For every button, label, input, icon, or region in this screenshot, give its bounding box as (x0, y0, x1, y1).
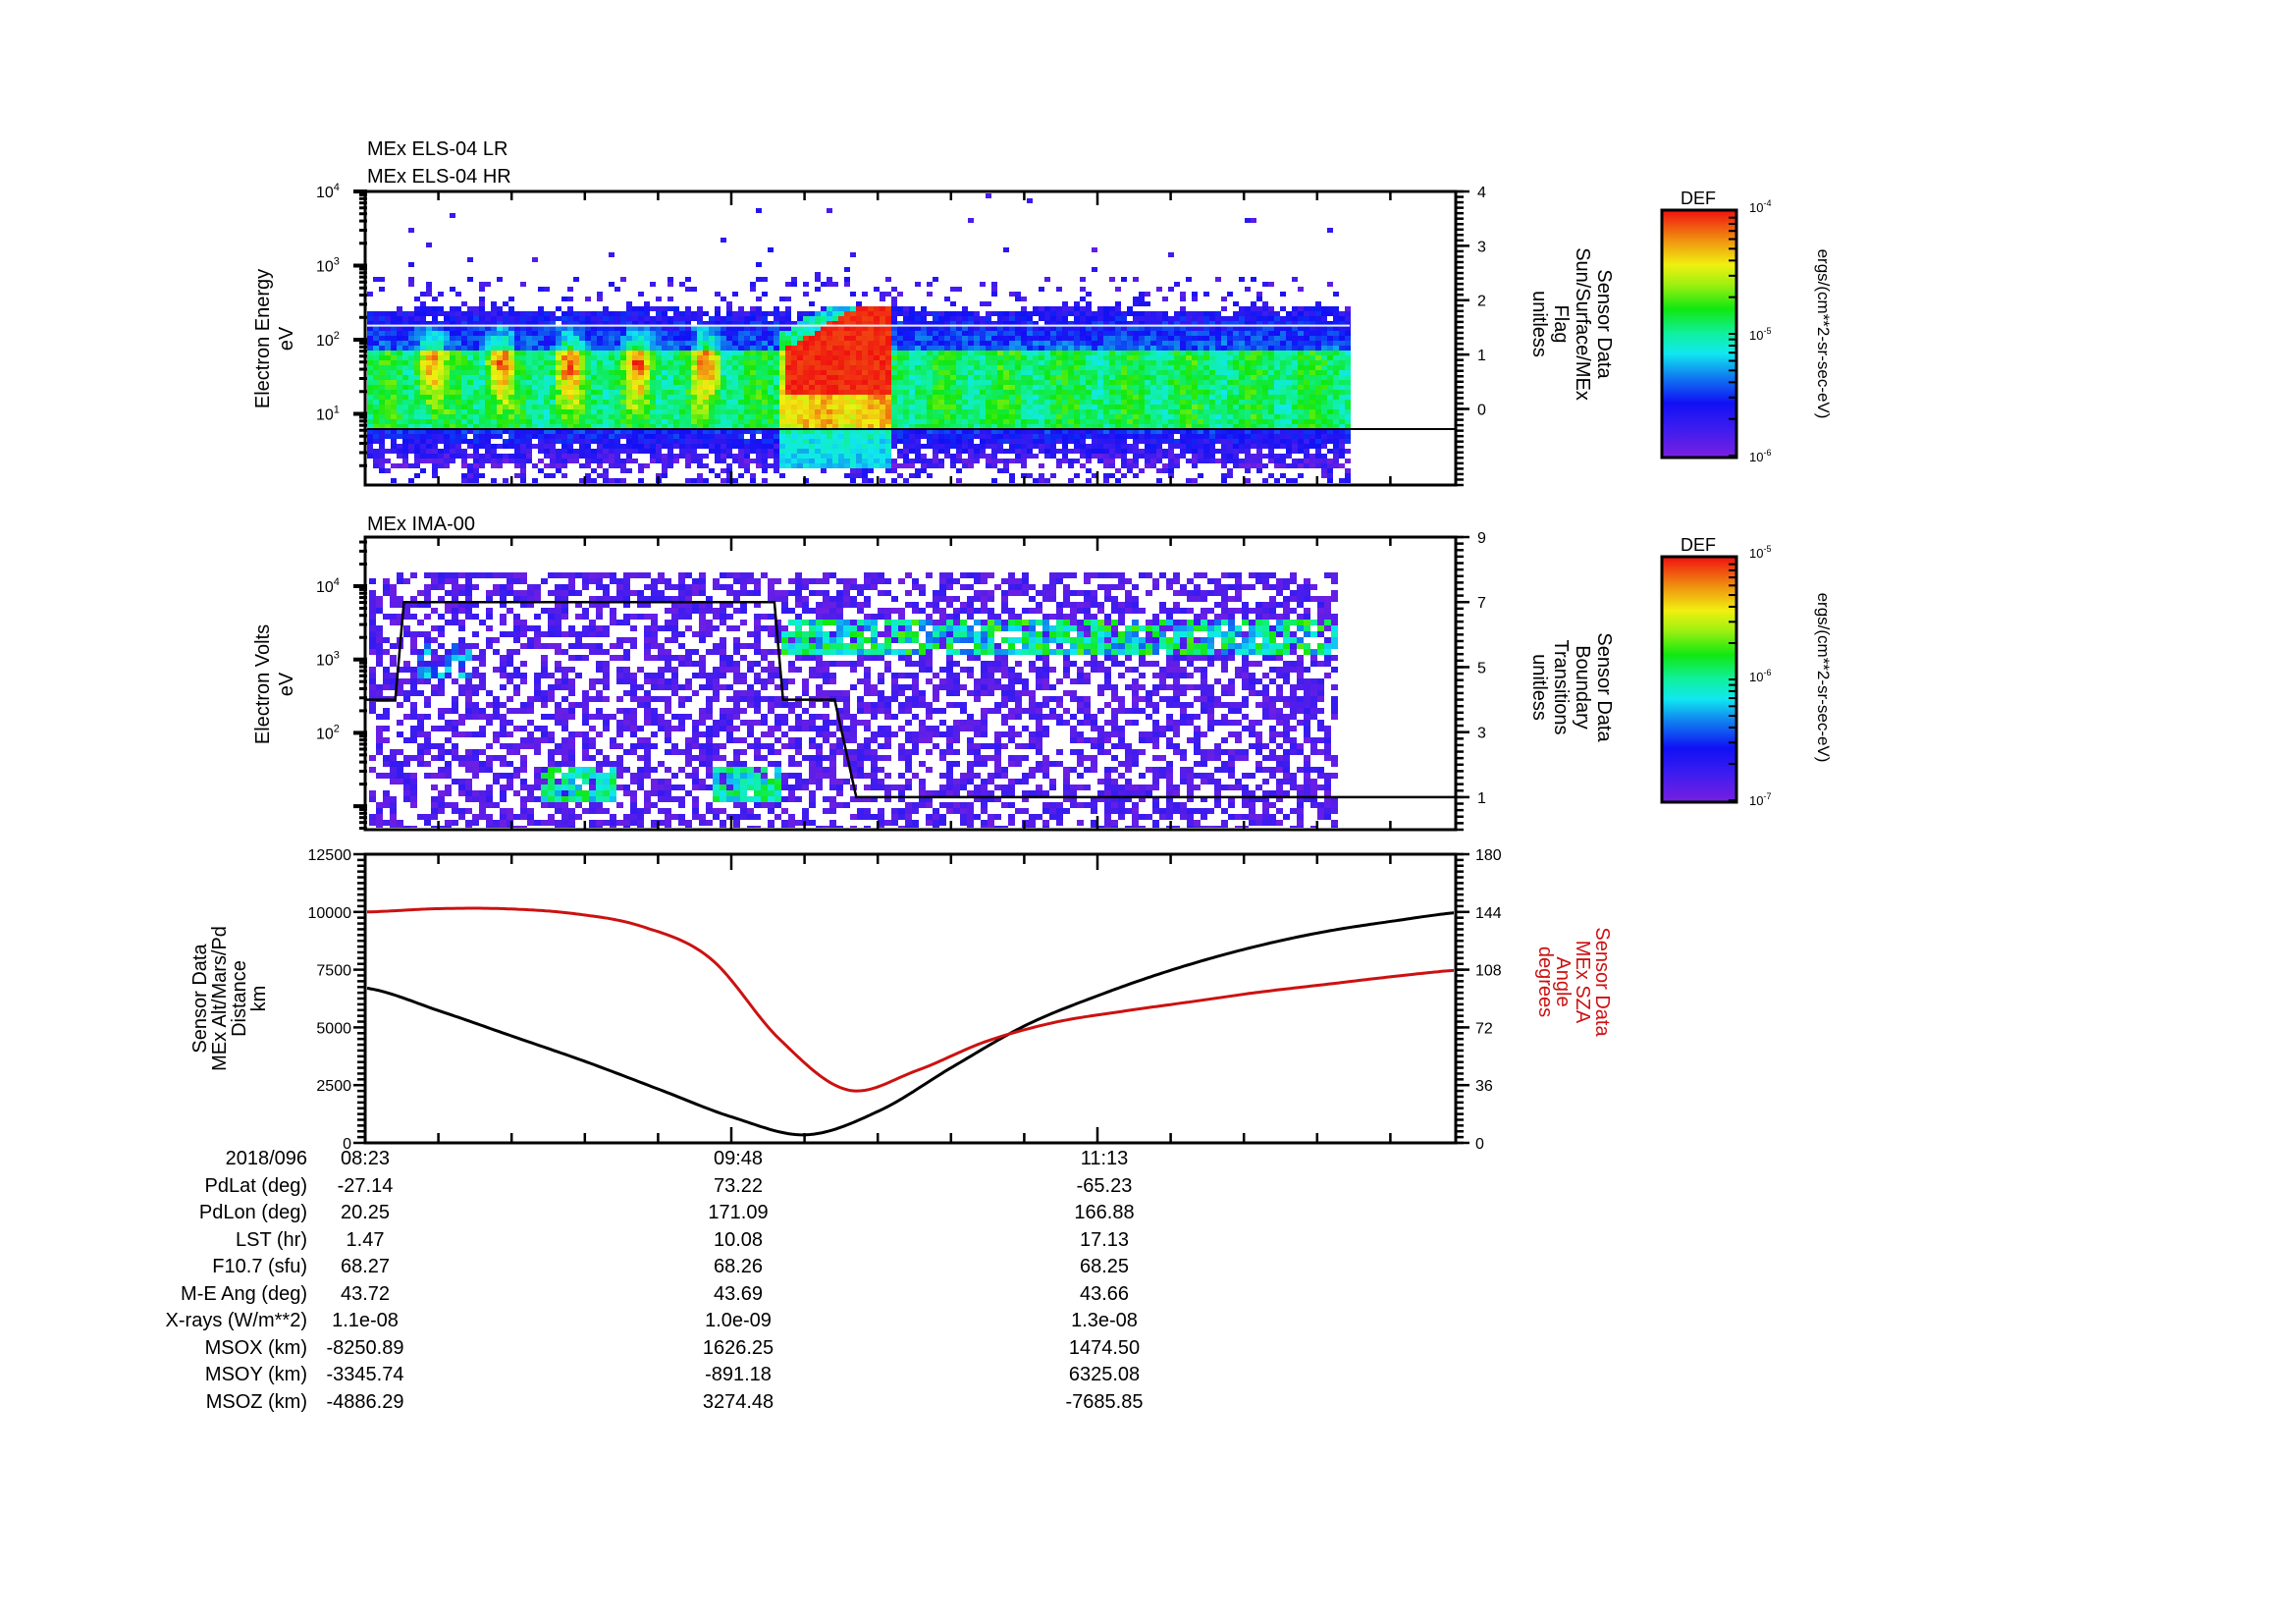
eph-value: -65.23 (1076, 1174, 1133, 1197)
eph-value: 3274.48 (702, 1390, 774, 1413)
els-right-ylabel: Sensor Data Sun/Surface/MEx Flag unitles… (1528, 247, 1615, 401)
eph-value: 20.25 (340, 1202, 391, 1223)
eph-value: 1.1e-08 (332, 1310, 399, 1331)
eph-label: MSOX (km) (204, 1336, 307, 1359)
eph-value: -7685.85 (1065, 1390, 1144, 1413)
eph-value: 171.09 (708, 1202, 769, 1223)
eph-value: 6325.08 (1068, 1364, 1141, 1385)
els-cbar-top-label: 10-4 (1749, 198, 1771, 215)
eph-label: PdLon (deg) (198, 1202, 307, 1223)
ima-boundary-line (365, 600, 1457, 799)
ephemeris-column-1113: 11:13 -65.23 166.88 17.13 68.25 43.66 1.… (1026, 1146, 1183, 1416)
sza-line (367, 906, 1454, 1093)
eph-value: -3345.74 (326, 1364, 404, 1385)
els-colorbar: DEF 10-4 10-5 10-6 ergs/(cm**2-sr-sec-eV… (1660, 189, 1833, 464)
eph-value: -891.18 (705, 1364, 772, 1385)
eph-value: 08:23 (340, 1148, 391, 1169)
eph-label: X-rays (W/m**2) (165, 1310, 307, 1331)
ima-colorbar-gradient (1660, 555, 1738, 804)
els-colorbar-gradient (1660, 208, 1738, 460)
ima-cbar-mid-label: 10-6 (1749, 668, 1771, 684)
eph-value: 1.3e-08 (1071, 1310, 1138, 1331)
eph-value: 68.27 (340, 1256, 391, 1277)
ephemeris-column-0948: 09:48 73.22 171.09 10.08 68.26 43.69 1.0… (660, 1146, 817, 1416)
ima-frame (363, 535, 1458, 832)
ima-ylabel: Electron Volts eV (252, 624, 297, 744)
orbit-ylabel: Sensor Data MEx Alt/Mars/Pd Distance km (189, 926, 270, 1071)
eph-value: 43.72 (340, 1282, 391, 1305)
ima-colorbar: DEF 10-5 10-6 10-7 ergs/(cm**2-sr-sec-eV… (1660, 535, 1833, 808)
els-ylabel: Electron Energy eV (252, 269, 297, 408)
eph-label: MSOZ (km) (205, 1390, 307, 1413)
els-title-lr: MEx ELS-04 LR (367, 138, 507, 160)
eph-value: 17.13 (1079, 1228, 1130, 1251)
eph-value: 1.47 (346, 1228, 385, 1251)
ima-right-ylabel: Sensor Data Boundary Transitions unitles… (1528, 632, 1615, 742)
eph-label: 2018/096 (225, 1148, 307, 1169)
eph-value: -8250.89 (326, 1336, 404, 1359)
eph-label: M-E Ang (deg) (181, 1282, 307, 1305)
els-panel: MEx ELS-04 LR MEx ELS-04 HR 101102103104… (252, 138, 1833, 487)
els-cbar-units: ergs/(cm**2-sr-sec-eV) (1814, 249, 1833, 419)
eph-label: MSOY (km) (204, 1364, 307, 1385)
els-cbar-bottom-label: 10-6 (1749, 448, 1771, 464)
ephemeris-column-0823: 08:23 -27.14 20.25 1.47 68.27 43.72 1.1e… (287, 1146, 444, 1416)
els-title-hr: MEx ELS-04 HR (367, 166, 511, 188)
eph-value: 166.88 (1074, 1202, 1135, 1223)
eph-value: 1626.25 (702, 1336, 774, 1359)
eph-value: 10.08 (713, 1228, 764, 1251)
eph-value: 09:48 (713, 1148, 764, 1169)
eph-value: 68.26 (713, 1256, 764, 1277)
eph-label: PdLat (deg) (204, 1174, 307, 1197)
els-cbar-mid-label: 10-5 (1749, 326, 1771, 343)
els-spectrogram (367, 193, 1351, 483)
ima-title: MEx IMA-00 (367, 514, 475, 535)
ima-cbar-units: ergs/(cm**2-sr-sec-eV) (1814, 593, 1833, 763)
eph-value: 11:13 (1080, 1148, 1129, 1169)
orbit-frame (363, 852, 1458, 1145)
altitude-line (367, 911, 1454, 1137)
eph-value: 1474.50 (1068, 1336, 1141, 1359)
orbit-right-ylabel: Sensor Data MEx SZA Angle degrees (1534, 927, 1613, 1037)
ima-cbar-top-label: 10-5 (1749, 544, 1771, 561)
ephemeris-labels: 2018/096 PdLat (deg) PdLon (deg) LST (hr… (147, 1146, 307, 1416)
eph-value: 68.25 (1079, 1256, 1130, 1277)
eph-value: 43.66 (1079, 1282, 1130, 1305)
eph-value: 43.69 (713, 1282, 764, 1305)
eph-label: F10.7 (sfu) (212, 1256, 307, 1277)
eph-value: -27.14 (337, 1174, 394, 1197)
ima-spectrogram (369, 572, 1338, 828)
eph-label: LST (hr) (236, 1228, 307, 1251)
eph-value: -4886.29 (326, 1390, 404, 1413)
ima-cbar-bottom-label: 10-7 (1749, 791, 1771, 808)
eph-value: 73.22 (713, 1174, 764, 1197)
eph-value: 1.0e-09 (705, 1310, 772, 1331)
